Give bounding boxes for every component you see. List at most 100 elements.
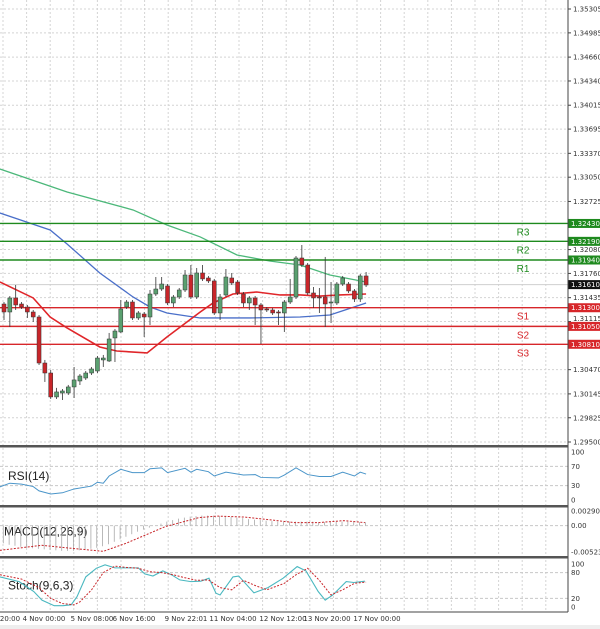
level-label-r3: R3 — [517, 227, 530, 238]
candle-body — [153, 288, 159, 295]
y-tick-label: 1.29500 — [573, 439, 600, 447]
candle-body — [77, 375, 83, 382]
moving-average-line — [0, 212, 367, 319]
candle — [1, 301, 7, 320]
y-tick-label: 70 — [571, 463, 580, 471]
x-tick-label: 17 Nov 00:00 — [353, 615, 400, 623]
y-tick-label: 1.31115 — [573, 315, 600, 323]
candle — [299, 245, 305, 268]
candle-body — [235, 281, 240, 294]
y-tick-label: 1.33050 — [573, 174, 600, 182]
candle-body — [176, 289, 182, 298]
candle-body — [188, 274, 194, 298]
candle — [48, 369, 53, 399]
level-label-s1: S1 — [517, 312, 530, 323]
indicator-title: RSI(14) — [8, 469, 49, 483]
stoch-main-line — [0, 564, 365, 607]
candle-body — [322, 296, 328, 305]
candle — [42, 359, 48, 382]
candle — [357, 273, 363, 302]
candle — [13, 284, 18, 310]
candle — [25, 304, 30, 318]
candle-body — [159, 283, 164, 290]
candle-body — [48, 372, 53, 398]
current-price-box — [568, 280, 600, 290]
y-tick-label: 0 — [571, 604, 575, 612]
y-tick-label: 1.30470 — [573, 366, 600, 374]
y-tick-label: 1.34340 — [573, 77, 600, 85]
candle-body — [357, 275, 363, 300]
y-tick-label: 1.31435 — [573, 294, 600, 302]
level-price-label: 1.32190 — [571, 238, 600, 246]
candle — [65, 384, 71, 395]
scrollbar[interactable] — [0, 625, 600, 629]
candle-body — [83, 372, 89, 379]
candle — [36, 314, 42, 366]
candle-body — [200, 272, 205, 280]
candle-body — [346, 283, 351, 292]
candle — [141, 311, 147, 337]
candle-body — [352, 290, 357, 300]
indicator-title: MACD(12,26,9) — [4, 525, 87, 539]
candle — [182, 269, 188, 292]
candle — [247, 296, 252, 310]
candle-body — [101, 357, 106, 361]
candle — [19, 301, 24, 310]
candle-body — [7, 297, 13, 313]
candle-body — [305, 264, 310, 294]
candle — [276, 309, 281, 325]
candle-body — [25, 306, 30, 313]
candle — [328, 282, 334, 323]
level-price-box — [568, 236, 600, 246]
candle — [346, 282, 351, 293]
candle — [264, 306, 270, 312]
y-tick-label: 1.34660 — [573, 54, 600, 62]
candle — [334, 282, 340, 305]
panel-separator[interactable] — [0, 505, 568, 508]
candle — [71, 366, 77, 398]
candle — [159, 277, 164, 291]
candle-body — [54, 391, 59, 398]
price-panel[interactable]: R3 R2 R1 S1 S2 S3 — [0, 168, 568, 401]
moving-average-line — [0, 281, 367, 354]
candle-body — [112, 330, 118, 339]
candle — [30, 309, 36, 322]
candle — [118, 299, 124, 333]
candle — [287, 278, 293, 305]
y-tick-label: 100 — [571, 561, 584, 569]
macd-panel[interactable]: MACD(12,26,9) — [0, 515, 366, 552]
candle — [171, 294, 176, 307]
candle-body — [124, 301, 129, 308]
candle-body — [194, 272, 199, 298]
panel-separator[interactable] — [0, 445, 568, 448]
y-tick-label: 80 — [571, 569, 580, 577]
candle — [106, 332, 112, 362]
y-tick-label: 20 — [571, 595, 580, 603]
candle-body — [334, 283, 340, 304]
candle-body — [141, 313, 147, 318]
y-tick-label: 1.34985 — [573, 29, 600, 37]
y-tick-label: 1.34015 — [573, 102, 600, 110]
candle-body — [19, 303, 24, 308]
x-tick-label: 12 Nov 12:00 — [259, 615, 306, 623]
candle-body — [241, 293, 246, 304]
level-price-box — [568, 255, 600, 265]
candle — [89, 366, 94, 375]
candle — [153, 277, 159, 297]
candle — [352, 289, 357, 302]
rsi-panel[interactable]: RSI(14) — [0, 467, 367, 495]
y-tick-label: 1.32080 — [573, 246, 600, 254]
candle-body — [299, 257, 305, 266]
candle-body — [363, 275, 369, 286]
candle-body — [1, 303, 7, 313]
candle-body — [30, 311, 36, 318]
y-tick-label: 30 — [571, 482, 580, 490]
x-tick-label: 5 Nov 08:00 — [71, 615, 114, 623]
y-tick-label: 1.33370 — [573, 150, 600, 158]
candle — [317, 287, 322, 313]
candle-body — [182, 274, 188, 291]
panel-separator[interactable] — [0, 556, 568, 559]
stoch-panel[interactable]: Stoch(9,6,3) — [0, 564, 367, 607]
